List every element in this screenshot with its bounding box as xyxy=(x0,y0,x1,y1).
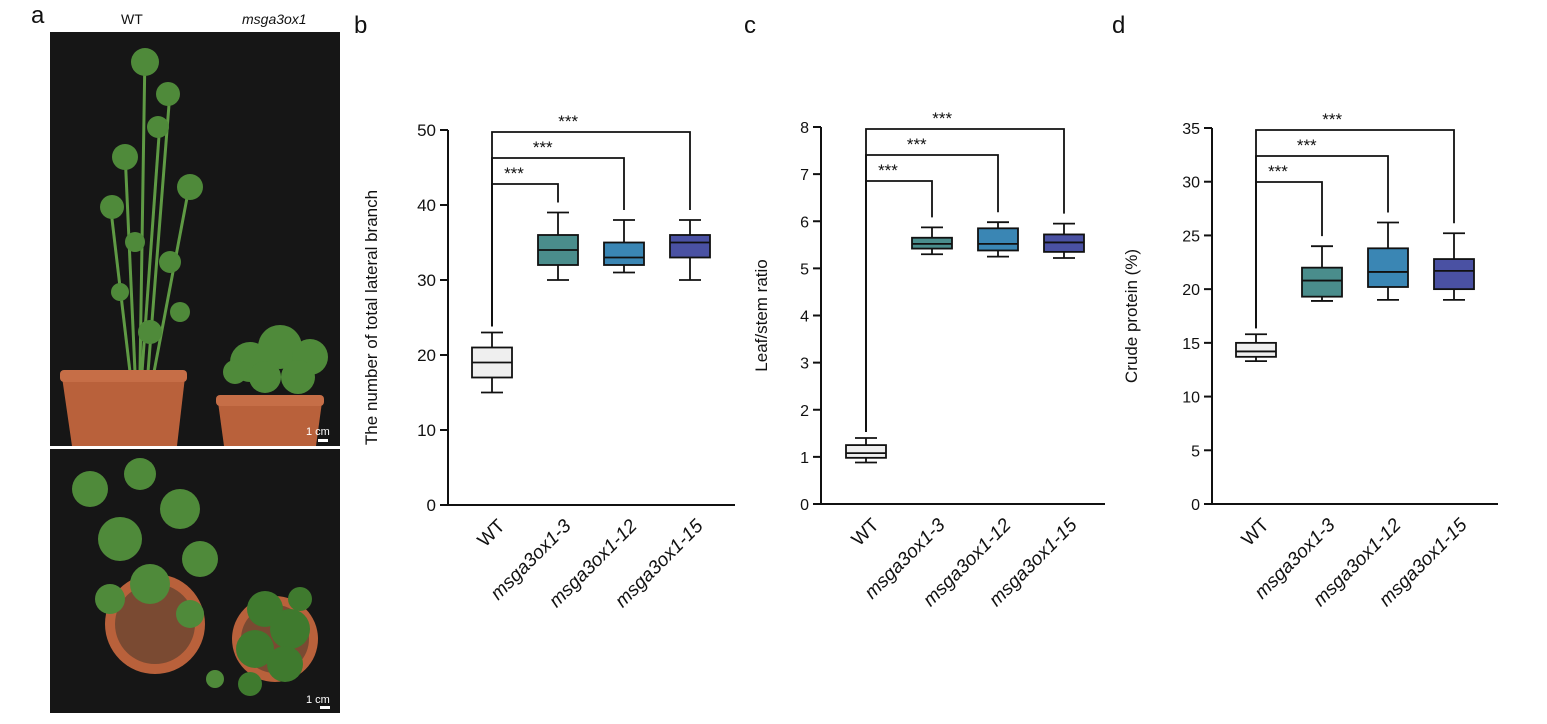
photo-label-wt: WT xyxy=(121,11,143,27)
d-significance-label: *** xyxy=(1268,162,1288,181)
c-bracket-line xyxy=(865,180,933,433)
d-iqr-box xyxy=(1433,258,1475,291)
d-significance-bracket: *** xyxy=(1255,110,1455,329)
b-y-tick-label: 10 xyxy=(417,421,436,440)
c-y-tick-label: 8 xyxy=(800,120,809,137)
panel-a-letter: a xyxy=(31,2,45,29)
c-significance-bracket: *** xyxy=(865,109,1065,433)
b-y-tick-label: 40 xyxy=(417,196,436,215)
d-bracket-line xyxy=(1255,129,1455,329)
d-y-tick-label: 35 xyxy=(1182,121,1200,138)
panel-c-letter: c xyxy=(744,12,756,39)
c-y-tick-label: 3 xyxy=(800,356,809,373)
d-box-msga3ox1-15 xyxy=(1433,232,1475,301)
photo-top-view: 1 cm xyxy=(50,449,340,713)
d-y-tick-label: 5 xyxy=(1191,443,1200,460)
d-significance-label: *** xyxy=(1322,110,1342,129)
b-x-tick-label: WT xyxy=(474,515,510,551)
d-bracket-line xyxy=(1255,181,1323,329)
b-box-msga3ox1-3 xyxy=(537,211,579,281)
c-iqr-box xyxy=(845,444,887,459)
photo-side-illustration xyxy=(60,48,328,446)
b-y-tick-label: 30 xyxy=(417,271,436,290)
b-significance-label: *** xyxy=(558,112,578,131)
c-y-tick-label: 6 xyxy=(800,214,809,231)
c-y-tick-label: 7 xyxy=(800,167,809,184)
d-y-tick-label: 15 xyxy=(1182,336,1200,353)
c-box-msga3ox1-12 xyxy=(977,221,1019,258)
c-y-tick-label: 5 xyxy=(800,261,809,278)
c-significance-label: *** xyxy=(932,109,952,128)
c-y-axis-label: Leaf/stem ratio xyxy=(752,259,771,371)
c-box-WT xyxy=(845,437,887,464)
b-box-WT xyxy=(471,331,513,394)
d-y-tick-label: 20 xyxy=(1182,282,1200,299)
b-y-axis-label: The number of total lateral branch xyxy=(362,190,381,445)
scale-bar-label-top: 1 cm xyxy=(306,426,330,438)
chart-lateral-branch: 0 10 20 30 40 50 The number of total lateral b… xyxy=(362,112,735,612)
c-iqr-box xyxy=(977,227,1019,252)
b-y-tick-label: 20 xyxy=(417,346,436,365)
d-y-tick-label: 30 xyxy=(1182,175,1200,192)
photo-top-illustration xyxy=(72,458,330,709)
b-iqr-box xyxy=(603,241,645,266)
photo-label-mutant: msga3ox1 xyxy=(242,11,307,27)
d-x-tick-label: WT xyxy=(1238,514,1274,550)
panel-d-letter: d xyxy=(1112,12,1126,39)
c-y-tick-label: 0 xyxy=(800,497,809,514)
c-y-tick-label: 4 xyxy=(800,309,809,326)
d-y-tick-label: 0 xyxy=(1191,497,1200,514)
d-significance-bracket: *** xyxy=(1255,162,1323,329)
c-y-tick-label: 2 xyxy=(800,403,809,420)
c-y-tick-label: 1 xyxy=(800,450,809,467)
d-iqr-box xyxy=(1235,341,1277,358)
c-x-tick-label: WT xyxy=(848,514,884,550)
b-box-msga3ox1-12 xyxy=(603,219,645,274)
b-significance-label: *** xyxy=(533,138,553,157)
b-y-tick-label: 50 xyxy=(417,121,436,140)
d-box-WT xyxy=(1235,333,1277,363)
d-box-msga3ox1-3 xyxy=(1301,245,1343,302)
d-y-tick-label: 10 xyxy=(1182,390,1200,407)
d-y-tick-label: 25 xyxy=(1182,228,1200,245)
b-box-msga3ox1-15 xyxy=(669,219,711,281)
d-iqr-box xyxy=(1367,247,1409,288)
scale-bar-label-bottom: 1 cm xyxy=(306,694,330,706)
b-bracket-line xyxy=(491,131,691,327)
b-iqr-box xyxy=(669,234,711,259)
d-y-axis-label: Crude protein (%) xyxy=(1122,249,1141,383)
b-significance-bracket: *** xyxy=(491,112,691,327)
d-iqr-box xyxy=(1301,266,1343,298)
c-box-msga3ox1-15 xyxy=(1043,222,1085,259)
c-significance-label: *** xyxy=(907,135,927,154)
c-significance-bracket: *** xyxy=(865,161,933,433)
c-box-msga3ox1-3 xyxy=(911,226,953,256)
c-bracket-line xyxy=(865,128,1065,433)
b-significance-label: *** xyxy=(504,164,524,183)
panel-b-letter: b xyxy=(354,12,368,39)
d-significance-label: *** xyxy=(1297,136,1317,155)
b-y-tick-label: 0 xyxy=(427,496,436,515)
d-box-msga3ox1-12 xyxy=(1367,221,1409,301)
c-significance-label: *** xyxy=(878,161,898,180)
photo-side-view: 1 cm xyxy=(50,32,340,446)
